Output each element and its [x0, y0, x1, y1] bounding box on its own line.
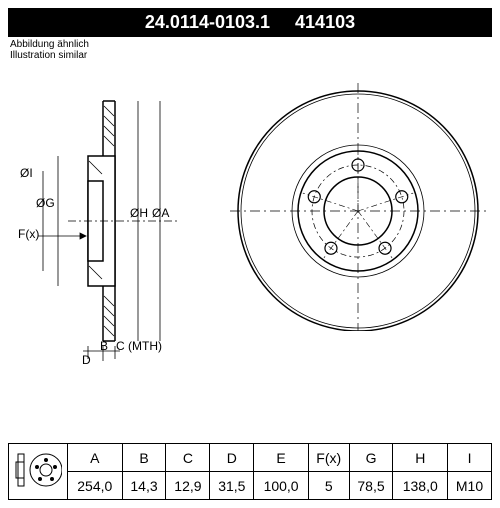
th-A: A	[68, 444, 123, 472]
td-F: 5	[308, 472, 349, 500]
front-view	[228, 71, 488, 336]
ref-number: 414103	[295, 12, 355, 32]
side-view-svg	[18, 81, 198, 361]
td-E: 100,0	[254, 472, 309, 500]
front-view-svg	[228, 71, 488, 331]
td-I: M10	[448, 472, 492, 500]
table-header-row: A B C D E F(x) G H I	[9, 444, 492, 472]
td-C: 12,9	[166, 472, 210, 500]
label-B: B	[100, 339, 108, 353]
table-value-row: 254,0 14,3 12,9 31,5 100,0 5 78,5 138,0 …	[9, 472, 492, 500]
th-C: C	[166, 444, 210, 472]
spec-table-wrap: A B C D E F(x) G H I 254,0 14,3 12,9 31,…	[8, 443, 492, 500]
td-A: 254,0	[68, 472, 123, 500]
label-diaI: ØI	[20, 166, 33, 180]
spec-table: A B C D E F(x) G H I 254,0 14,3 12,9 31,…	[8, 443, 492, 500]
side-view: ØI ØG ØH ØA F(x) B D C (MTH)	[18, 81, 198, 366]
label-D: D	[82, 353, 91, 367]
part-number: 24.0114-0103.1	[145, 12, 270, 32]
disc-icon	[14, 448, 62, 492]
subtitle-en: Illustration similar	[10, 50, 500, 61]
th-I: I	[448, 444, 492, 472]
icon-cell	[9, 444, 68, 500]
th-B: B	[122, 444, 166, 472]
td-H: 138,0	[393, 472, 448, 500]
label-diaH: ØH	[130, 206, 148, 220]
label-diaA: ØA	[152, 206, 169, 220]
th-E: E	[254, 444, 309, 472]
label-diaG: ØG	[36, 196, 55, 210]
td-D: 31,5	[210, 472, 254, 500]
header-bar: 24.0114-0103.1 414103	[8, 8, 492, 37]
th-D: D	[210, 444, 254, 472]
label-Fx: F(x)	[18, 227, 39, 241]
subtitle: Abbildung ähnlich Illustration similar	[10, 39, 500, 61]
th-G: G	[349, 444, 393, 472]
th-H: H	[393, 444, 448, 472]
th-F: F(x)	[308, 444, 349, 472]
label-C: C (MTH)	[116, 339, 162, 353]
subtitle-de: Abbildung ähnlich	[10, 39, 500, 50]
td-B: 14,3	[122, 472, 166, 500]
td-G: 78,5	[349, 472, 393, 500]
diagram-area: ØI ØG ØH ØA F(x) B D C (MTH)	[8, 61, 492, 361]
